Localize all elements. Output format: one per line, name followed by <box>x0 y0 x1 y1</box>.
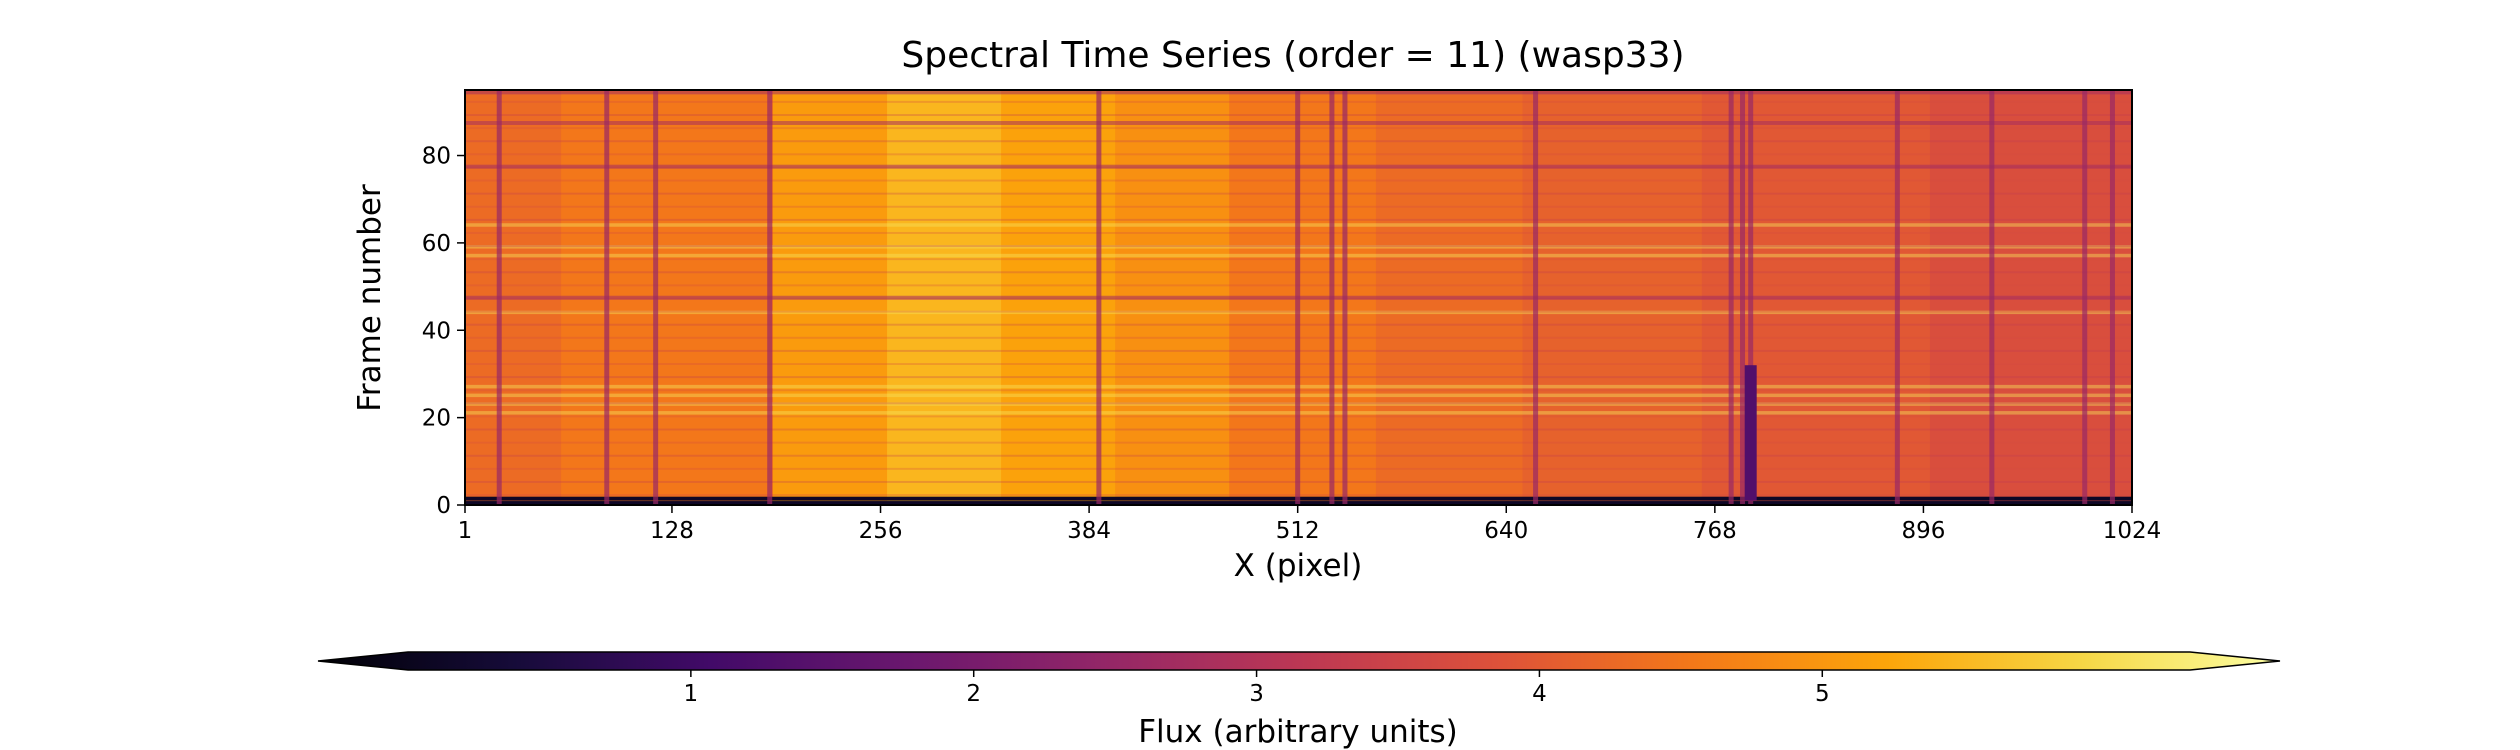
colorbar-ticks: 1 2 3 4 5 <box>684 670 1830 707</box>
absorption-line <box>1748 90 1754 505</box>
y-tick-label: 20 <box>422 406 451 432</box>
absorption-line <box>767 90 773 505</box>
absorption-line <box>1295 90 1301 505</box>
heatmap-image <box>465 90 2133 505</box>
x-tick-label: 896 <box>1901 518 1945 544</box>
colorbar-tick-label: 2 <box>966 681 981 707</box>
absorption-line <box>1740 90 1746 505</box>
absorption-line <box>1728 90 1734 505</box>
colorbar-tick-label: 1 <box>684 681 699 707</box>
absorption-line <box>1342 90 1348 505</box>
absorption-line <box>1329 90 1335 505</box>
y-tick-label: 60 <box>422 231 451 257</box>
x-tick-label: 1024 <box>2103 518 2162 544</box>
x-tick-label: 768 <box>1693 518 1737 544</box>
absorption-line <box>2109 90 2115 505</box>
chart-title: Spectral Time Series (order = 11) (wasp3… <box>901 35 1684 76</box>
colorbar-tick-label: 5 <box>1815 681 1830 707</box>
x-tick-label: 640 <box>1484 518 1528 544</box>
x-tick-label: 256 <box>859 518 903 544</box>
absorption-line <box>1096 90 1102 505</box>
y-axis-label: Frame number <box>352 184 388 412</box>
absorption-line <box>653 90 659 505</box>
x-axis: 1 128 256 384 512 640 768 896 1024 <box>458 505 2162 544</box>
x-tick-label: 384 <box>1067 518 1111 544</box>
plot-frame <box>464 89 2133 506</box>
x-axis-label: X (pixel) <box>1234 548 1363 584</box>
absorption-line <box>1533 90 1539 505</box>
colorbar-tick-label: 3 <box>1249 681 1264 707</box>
x-tick-label: 128 <box>650 518 694 544</box>
absorption-line <box>604 90 610 505</box>
y-tick-label: 40 <box>422 318 451 344</box>
heatmap-plot <box>464 89 2133 506</box>
y-tick-label: 80 <box>422 144 451 170</box>
absorption-line <box>1894 90 1900 505</box>
absorption-line <box>1989 90 1995 505</box>
colorbar-gradient <box>317 651 2281 671</box>
absorption-line <box>2082 90 2088 505</box>
colorbar: 1 2 3 4 5 Flux (arbitrary units) <box>317 651 2281 750</box>
colorbar-tick-label: 4 <box>1532 681 1547 707</box>
absorption-line <box>496 90 502 505</box>
strong-absorption-feature <box>1744 365 1757 501</box>
x-tick-label: 1 <box>458 518 473 544</box>
y-tick-label: 0 <box>436 493 451 519</box>
colorbar-label: Flux (arbitrary units) <box>1138 714 1458 750</box>
x-tick-label: 512 <box>1276 518 1320 544</box>
y-axis: 0 20 40 60 80 <box>422 144 465 519</box>
